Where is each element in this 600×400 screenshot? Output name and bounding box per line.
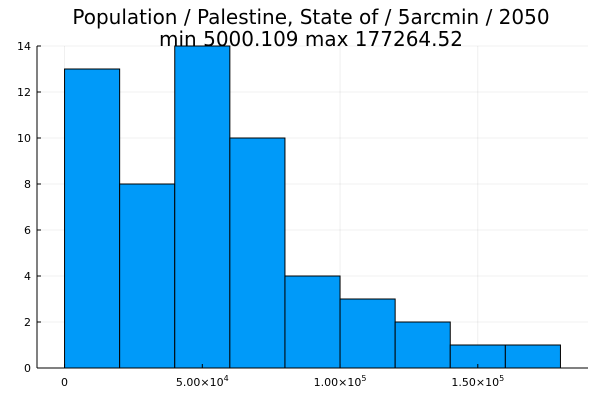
histogram-bar: [504, 344, 561, 369]
histogram-bar: [174, 45, 231, 369]
y-tick-labels: 0 2 4 6 8 10 12 14: [17, 40, 31, 375]
y-tick-label: 14: [17, 40, 31, 53]
bars: [64, 45, 561, 369]
y-tick-label: 0: [24, 362, 31, 375]
x-tick-label: 1.00×105: [314, 374, 367, 389]
axes: [36, 45, 588, 369]
histogram-bar: [284, 275, 341, 369]
histogram-bar: [339, 298, 396, 369]
y-tick-label: 8: [24, 178, 31, 191]
y-tick-label: 12: [17, 86, 31, 99]
histogram-bar: [394, 321, 451, 369]
chart-title-line-1: Population / Palestine, State of / 5arcm…: [72, 5, 549, 29]
x-tick-label: 0: [61, 376, 68, 389]
histogram-bar: [119, 183, 176, 369]
x-tick-label: 1.50×105: [451, 374, 504, 389]
histogram-bar: [64, 68, 121, 369]
y-tick-label: 4: [24, 270, 31, 283]
y-tick-label: 6: [24, 224, 31, 237]
histogram-bar: [229, 137, 286, 369]
x-tick-label: 5.00×104: [176, 374, 229, 389]
chart-title-line-2: min 5000.109 max 177264.52: [159, 27, 463, 51]
y-tick-label: 10: [17, 132, 31, 145]
y-tick-label: 2: [24, 316, 31, 329]
x-tick-labels: 0 5.00×104 1.00×105 1.50×105: [61, 374, 504, 389]
